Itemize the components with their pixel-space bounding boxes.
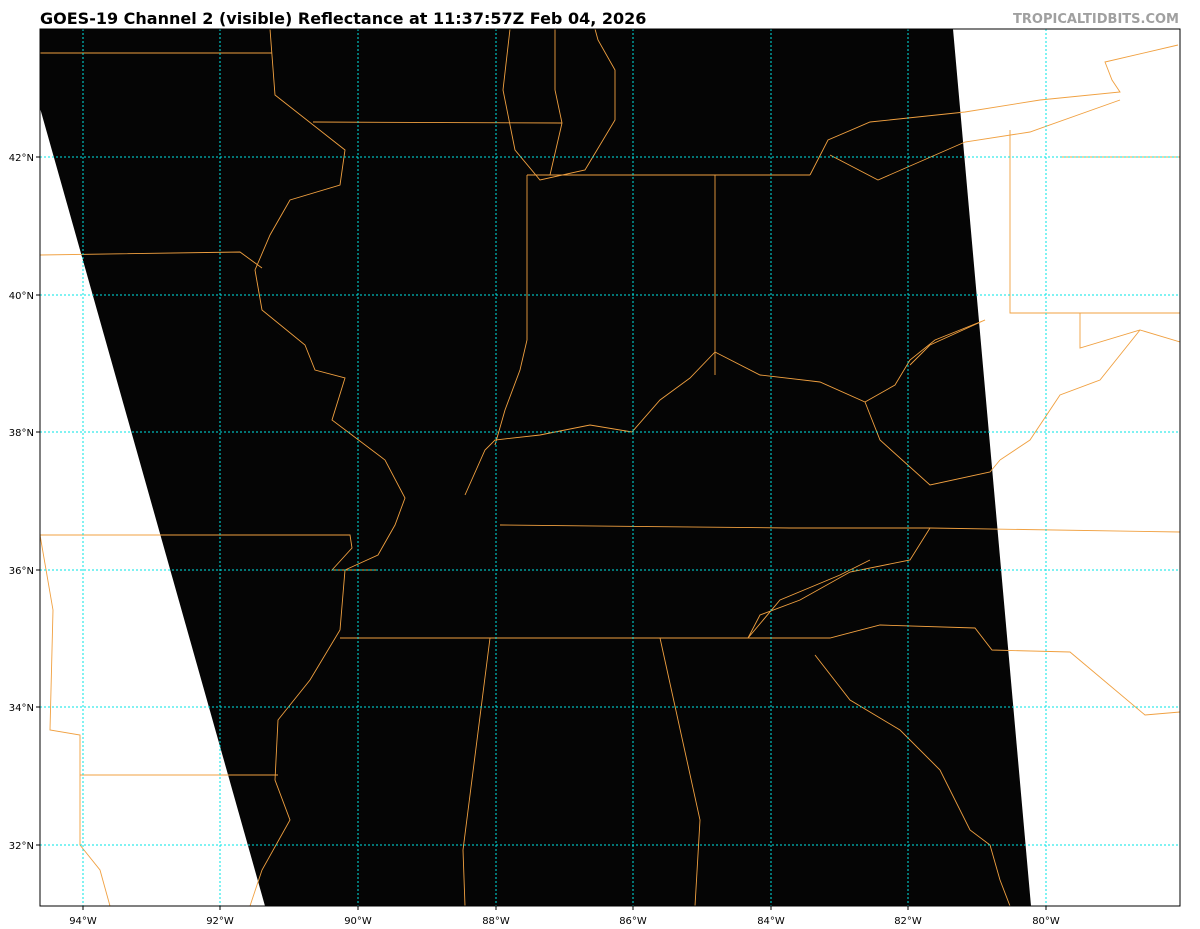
indiana-illinois-border bbox=[494, 175, 528, 446]
lon-tick-label: 92°W bbox=[206, 916, 234, 927]
lon-tick-label: 82°W bbox=[894, 916, 922, 927]
lon-tick-label: 86°W bbox=[619, 916, 647, 927]
kentucky-virginia-border bbox=[864, 401, 1001, 486]
lat-tick-label: 42°N bbox=[9, 153, 34, 164]
lat-tick-label: 34°N bbox=[9, 703, 34, 714]
graticule bbox=[40, 29, 1180, 906]
lake-michigan-shore bbox=[502, 29, 616, 181]
lon-tick-label: 88°W bbox=[482, 916, 510, 927]
kentucky-tennessee-border bbox=[499, 524, 1180, 533]
map-title: GOES-19 Channel 2 (visible) Reflectance … bbox=[40, 9, 647, 28]
virginia-coast bbox=[1079, 313, 1180, 349]
lake-erie-south bbox=[829, 99, 1121, 181]
tennessee-nc-border bbox=[747, 527, 931, 639]
lon-tick-label: 80°W bbox=[1032, 916, 1060, 927]
wv-virginia-border bbox=[999, 329, 1141, 461]
lon-tick-label: 94°W bbox=[69, 916, 97, 927]
lake-michigan-east bbox=[549, 29, 563, 176]
lat-tick-label: 40°N bbox=[9, 291, 34, 302]
lon-tick-label: 90°W bbox=[344, 916, 372, 927]
satellite-imagery-swath bbox=[40, 29, 1031, 906]
ohio-river bbox=[464, 319, 986, 496]
pennsylvania-border bbox=[1009, 130, 1180, 314]
mississippi-river bbox=[249, 29, 406, 906]
lat-tick-label: 36°N bbox=[9, 566, 34, 577]
alabama-georgia-border bbox=[659, 637, 701, 906]
missouri-arkansas-border bbox=[40, 534, 378, 571]
lat-tick-label: 32°N bbox=[9, 841, 34, 852]
ohio-wv-river bbox=[909, 319, 986, 366]
mississippi-alabama-border bbox=[462, 637, 491, 906]
tennessee-river bbox=[747, 559, 871, 639]
map-frame bbox=[39, 28, 1181, 907]
georgia-southcarolina-border bbox=[814, 654, 1011, 906]
wisconsin-illinois-border bbox=[312, 121, 563, 124]
oklahoma-arkansas-border bbox=[40, 350, 111, 906]
tennessee-southern-border bbox=[340, 624, 1180, 716]
lon-tick-label: 84°W bbox=[757, 916, 785, 927]
lake-erie-shore bbox=[809, 44, 1179, 176]
state-borders bbox=[40, 29, 1180, 906]
axis-ticks: 94°W 92°W 90°W 88°W 86°W 84°W 82°W 80°W 42°N 40°N… bbox=[9, 153, 1060, 927]
iowa-missouri-border bbox=[40, 251, 263, 269]
brand-watermark: TROPICALTIDBITS.COM bbox=[1013, 12, 1179, 27]
lat-tick-label: 38°N bbox=[9, 428, 34, 439]
